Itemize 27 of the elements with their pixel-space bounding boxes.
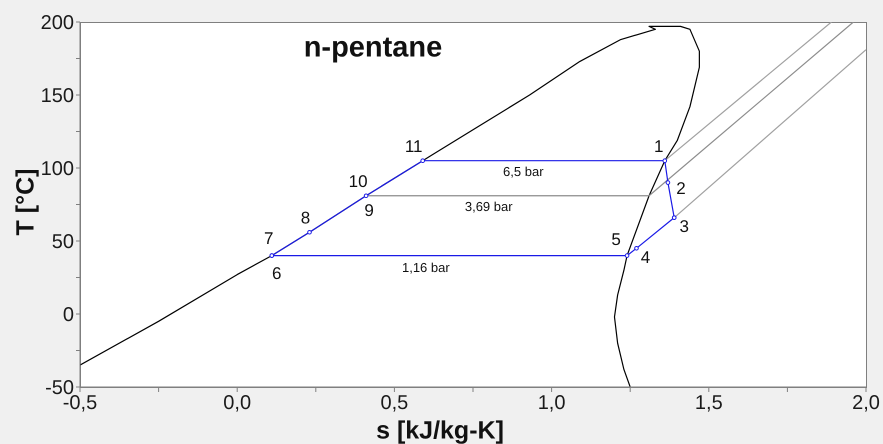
annotation: 6,5 bar	[503, 164, 544, 180]
annotation: 4	[640, 248, 650, 267]
x-tick-label: 0,0	[223, 392, 252, 414]
annotation: 1	[654, 137, 664, 156]
annotation: 8	[300, 208, 310, 228]
annotation: 10	[348, 172, 368, 192]
annotation: 2	[676, 179, 686, 198]
annotation: 7	[264, 229, 274, 248]
x-tick-label: 0,5	[380, 392, 408, 414]
annotation: 6	[272, 264, 282, 284]
y-tick-label: 100	[40, 158, 74, 180]
y-tick-label: 150	[40, 85, 74, 108]
x-tick-label: 2,0	[852, 392, 880, 414]
chart-title: n-pentane	[304, 32, 442, 64]
x-tick-label: 1,0	[538, 392, 566, 414]
annotation: 1,16 bar	[402, 260, 450, 276]
annotation: 3	[679, 217, 689, 236]
y-tick-label: 200	[40, 12, 74, 34]
y-tick-label: 0	[62, 304, 74, 326]
y-tick-label: 50	[52, 231, 74, 254]
annotation: 3,69 bar	[464, 199, 514, 214]
annotation: 5	[611, 230, 621, 250]
x-axis-title: s [kJ/kg-K]	[376, 416, 504, 444]
annotation: 9	[364, 201, 374, 220]
y-axis-title: T [°C]	[12, 168, 40, 236]
annotation: 11	[404, 137, 423, 156]
x-tick-label: 1,5	[694, 392, 723, 414]
